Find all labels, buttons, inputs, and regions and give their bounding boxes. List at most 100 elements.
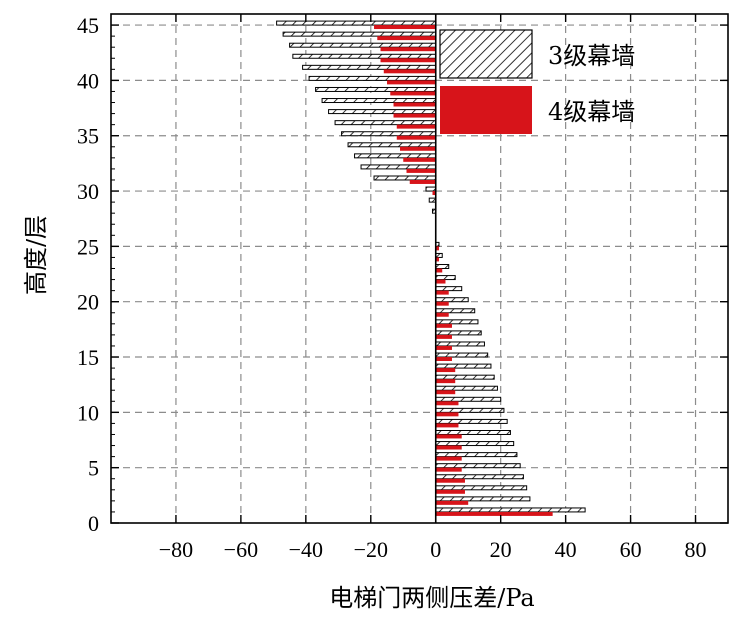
x-tick-label: 80 [685,537,707,562]
bar-4ji-floor-41 [383,69,436,74]
bar-4ji-floor-42 [380,58,436,63]
y-tick-label: 40 [77,68,99,93]
bar-3ji-floor-33 [354,153,437,159]
bar-4ji-floor-37 [393,113,436,118]
bar-3ji-floor-20 [435,297,469,303]
bar-4ji-floor-15 [435,357,452,362]
bar-4ji-floor-36 [396,124,436,129]
bar-3ji-floor-44 [282,31,437,37]
bars [276,20,586,516]
bar-3ji-floor-31 [373,175,437,181]
bar-4ji-floor-45 [374,25,436,30]
bar-4ji-floor-35 [396,135,436,140]
bar-4ji-floor-3 [435,489,465,494]
legend-swatch-3 [439,29,533,79]
bar-4ji-floor-31 [409,179,436,184]
y-tick-label: 5 [88,456,99,481]
y-axis-title: 高度/层 [22,215,50,295]
bar-4ji-floor-38 [393,102,436,107]
bar-3ji-floor-17 [435,330,482,336]
bar-4ji-floor-4 [435,478,465,483]
bar-3ji-floor-34 [347,142,437,148]
bar-3ji-floor-42 [292,53,437,59]
bar-4ji-floor-1 [435,511,553,516]
x-tick-label: 40 [555,537,577,562]
legend-label-4: 4级幕墙 [548,98,635,126]
bar-3ji-floor-7 [435,441,515,447]
bar-3ji-floor-35 [341,131,437,137]
x-tick-label: 60 [620,537,642,562]
axis-ticks [111,14,728,524]
x-tick-labels: −80 −60 −40 −20 0 20 40 60 80 [159,537,707,562]
bar-3ji-floor-8 [435,429,511,435]
y-tick-label: 45 [77,13,99,38]
legend-label-3: 3级幕墙 [548,42,635,70]
x-tick-label: −20 [354,537,388,562]
bar-4ji-floor-13 [435,379,456,384]
bar-3ji-floor-45 [276,20,437,26]
bar-4ji-floor-33 [403,157,436,162]
bar-4ji-floor-34 [400,146,436,151]
bar-4ji-floor-11 [435,401,459,406]
bar-4ji-floor-7 [435,445,462,450]
bar-4ji-floor-17 [435,334,452,339]
x-axis-title: 电梯门两侧压差/Pa [329,584,534,612]
bar-4ji-floor-43 [380,47,436,52]
bar-3ji-floor-22 [435,275,456,281]
legend: 3级幕墙 4级幕墙 [439,29,635,134]
grid-lines [111,14,728,523]
y-tick-label: 20 [77,290,99,315]
bar-4ji-floor-32 [406,168,436,173]
bar-4ji-floor-14 [435,368,456,373]
y-tick-label: 35 [77,124,99,149]
x-tick-label: 0 [430,537,441,562]
bar-4ji-floor-2 [435,500,469,505]
bar-4ji-floor-22 [435,279,446,284]
bar-4ji-floor-9 [435,423,459,428]
bar-3ji-floor-1 [435,507,586,513]
bar-4ji-floor-16 [435,345,452,350]
bar-4ji-floor-20 [435,301,449,306]
bar-4ji-floor-25 [435,246,439,251]
bar-4ji-floor-18 [435,323,452,328]
x-tick-label: 20 [490,537,512,562]
y-tick-label: 0 [88,511,99,536]
bar-4ji-floor-12 [435,390,456,395]
bar-3ji-floor-32 [360,164,437,170]
bar-3ji-floor-29 [428,197,437,203]
bar-3ji-floor-15 [435,352,489,358]
bar-4ji-floor-6 [435,456,462,461]
bar-4ji-floor-5 [435,467,462,472]
bar-3ji-floor-39 [315,86,437,92]
bar-3ji-floor-38 [321,98,437,104]
bar-4ji-floor-21 [435,290,449,295]
bar-3ji-floor-11 [435,396,502,402]
bar-4ji-floor-39 [390,91,436,96]
bar-3ji-floor-3 [435,485,528,491]
bar-3ji-floor-14 [435,363,492,369]
bar-4ji-floor-30 [432,191,436,196]
bar-4ji-floor-44 [377,36,436,41]
bar-3ji-floor-13 [435,374,495,380]
bar-3ji-floor-43 [289,42,437,48]
bar-3ji-floor-37 [328,109,437,115]
y-tick-label: 30 [77,179,99,204]
x-tick-label: −60 [224,537,258,562]
bar-4ji-floor-24 [435,257,439,262]
bar-4ji-floor-40 [387,80,436,85]
bar-4ji-floor-10 [435,412,459,417]
bar-3ji-floor-5 [435,463,521,469]
bar-4ji-floor-19 [435,312,449,317]
legend-swatch-4 [440,86,532,134]
bar-3ji-floor-6 [435,452,518,458]
bar-3ji-floor-18 [435,319,479,325]
bar-4ji-floor-8 [435,434,462,439]
y-tick-label: 15 [77,345,99,370]
bar-3ji-floor-12 [435,385,498,391]
bar-3ji-floor-2 [435,496,531,502]
bar-3ji-floor-19 [435,308,476,314]
x-tick-label: −80 [159,537,193,562]
bar-3ji-floor-23 [435,264,450,269]
bar-3ji-floor-4 [435,474,524,480]
